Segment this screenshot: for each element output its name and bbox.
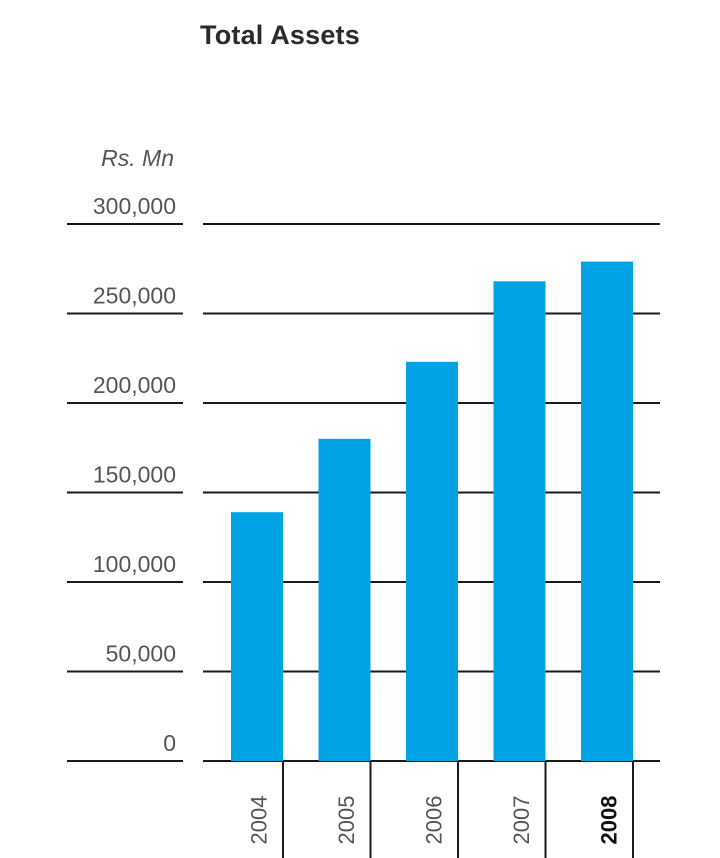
bars xyxy=(231,261,633,761)
x-tick-label-2006: 2006 xyxy=(422,796,447,845)
category-separators xyxy=(282,761,634,858)
y-tick-labels: 0 50,000 100,000 150,000 200,000 250,000 300,0… xyxy=(93,193,176,756)
y-tick-label: 50,000 xyxy=(106,641,176,667)
y-tick-label: 100,000 xyxy=(93,551,176,577)
x-tick-label-2005: 2005 xyxy=(334,796,359,845)
x-tick-label-2008: 2008 xyxy=(597,796,622,845)
bar-2007 xyxy=(493,281,546,761)
y-tick-label: 250,000 xyxy=(93,283,176,309)
y-unit-label: Rs. Mn xyxy=(101,145,174,171)
x-tick-label-2004: 2004 xyxy=(247,796,272,845)
x-tick-label-2007: 2007 xyxy=(509,796,534,845)
bar-2004 xyxy=(231,512,283,761)
bar-2006 xyxy=(406,361,458,761)
y-tick-label: 0 xyxy=(163,730,176,756)
y-tick-label: 150,000 xyxy=(93,462,176,488)
x-tick-labels: 2004 2005 2006 2007 2008 xyxy=(247,796,622,845)
chart-title: Total Assets xyxy=(200,20,360,50)
bar-2008 xyxy=(581,261,633,761)
y-tick-label: 300,000 xyxy=(93,193,176,219)
y-tick-label: 200,000 xyxy=(93,372,176,398)
bar-2005 xyxy=(318,438,371,761)
